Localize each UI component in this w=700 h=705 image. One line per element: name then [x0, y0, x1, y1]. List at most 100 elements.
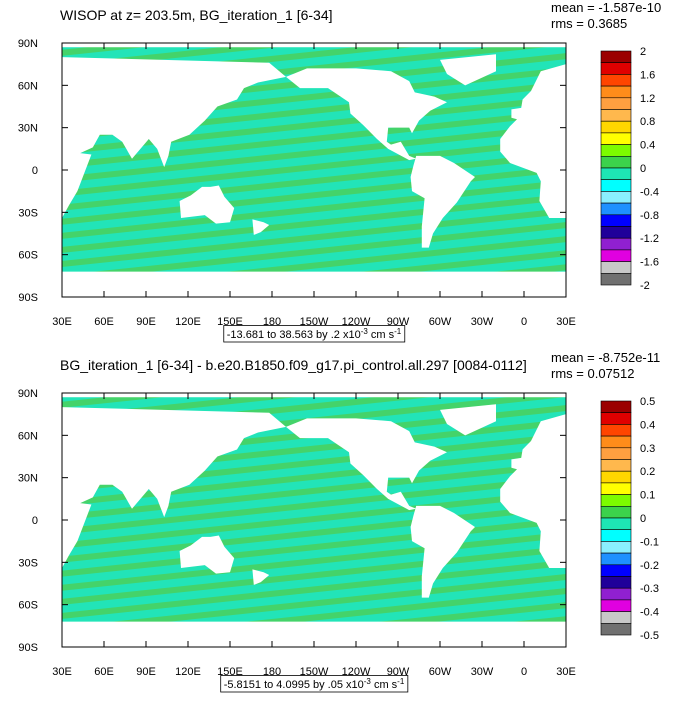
map — [62, 397, 566, 647]
lon-label: 180 — [263, 316, 281, 328]
range-note-part: -3 — [361, 327, 369, 336]
colorbar-label: 0.4 — [640, 419, 655, 431]
colorbar-box — [600, 611, 632, 624]
lat-label: 30N — [18, 123, 38, 135]
colorbar-box — [600, 261, 632, 274]
colorbar-box — [600, 505, 632, 519]
land — [179, 185, 235, 224]
colorbar-box — [600, 599, 632, 612]
colorbar-box — [600, 50, 632, 63]
colorbar-label: 1.2 — [640, 93, 655, 105]
land — [440, 54, 496, 86]
land — [62, 621, 566, 647]
range-note-part: -1 — [397, 677, 405, 686]
range-note-box — [220, 675, 409, 693]
lat-label: 30N — [18, 473, 38, 485]
lon-label: 30W — [471, 316, 494, 328]
colorbar-label: -2 — [640, 280, 650, 292]
colorbar-label: 2 — [640, 46, 646, 58]
colorbar-box — [600, 144, 632, 157]
colorbar-box — [600, 179, 632, 192]
lon-label: 60E — [94, 666, 114, 678]
lon-label: 90E — [136, 316, 156, 328]
rms-text: rms = 0.3685 — [551, 16, 627, 31]
lat-label: 60N — [18, 80, 38, 92]
lon-label: 30W — [471, 666, 494, 678]
colorbar-box — [600, 272, 632, 286]
colorbar-label: -1.2 — [640, 233, 659, 245]
lon-label: 150E — [217, 316, 243, 328]
lat-label: 60N — [18, 430, 38, 442]
colorbar-box — [600, 132, 632, 145]
lon-label: 30E — [52, 666, 72, 678]
colorbar-box — [600, 62, 632, 75]
colorbar-box — [600, 120, 632, 134]
lon-label: 0 — [521, 316, 527, 328]
range-note-part: cm s — [371, 679, 398, 691]
colorbar-label: 1.6 — [640, 69, 655, 81]
map-panel: WISOP at z= 203.5m, BG_iteration_1 [6-34… — [18, 0, 661, 343]
lon-label: 30E — [556, 666, 576, 678]
colorbar-label: 0.3 — [640, 443, 655, 455]
colorbar-box — [600, 529, 632, 542]
range-note-part: -13.681 to 38.563 by .2 x10 — [227, 329, 361, 341]
colorbar-label: -0.1 — [640, 536, 659, 548]
lon-label: 90W — [387, 666, 410, 678]
colorbar-box — [600, 226, 632, 239]
land — [252, 219, 270, 235]
mean-text: mean = -8.752e-11 — [551, 350, 660, 365]
colorbar-label: 0.5 — [640, 396, 655, 408]
lat-label: 90N — [18, 388, 38, 400]
colorbar-label: 0.2 — [640, 466, 655, 478]
colorbar-box — [600, 576, 632, 589]
colorbar-box — [600, 552, 632, 566]
colorbar-label: -0.3 — [640, 583, 659, 595]
lon-label: 60E — [94, 316, 114, 328]
colorbar-box — [600, 74, 632, 87]
panel-title: WISOP at z= 203.5m, BG_iteration_1 [6-34… — [60, 7, 333, 23]
land — [500, 64, 566, 218]
colorbar-box — [600, 156, 632, 169]
colorbar-box — [600, 587, 632, 601]
lon-label: 90E — [136, 666, 156, 678]
colorbar-box — [600, 412, 632, 425]
colorbar-label: 0.4 — [640, 140, 655, 152]
colorbar-box — [600, 97, 632, 110]
panel-title: BG_iteration_1 [6-34] - b.e20.B1850.f09_… — [60, 357, 527, 373]
range-note-part: -3 — [364, 677, 372, 686]
colorbar-box — [600, 237, 632, 251]
colorbar-label: -0.5 — [640, 630, 659, 642]
land — [410, 505, 475, 598]
lat-label: 0 — [32, 515, 38, 527]
colorbar-label: -1.6 — [640, 257, 659, 269]
colorbar-box — [600, 167, 632, 180]
lon-label: 30E — [556, 316, 576, 328]
colorbar-label: 0 — [640, 513, 646, 525]
colorbar-box — [600, 214, 632, 227]
lon-label: 60W — [429, 666, 452, 678]
lon-label: 150W — [300, 666, 329, 678]
range-note-part: -1 — [394, 327, 402, 336]
rms-text: rms = 0.07512 — [551, 366, 634, 381]
lon-label: 120E — [175, 316, 201, 328]
colorbar-box — [600, 459, 632, 472]
lon-label: 120E — [175, 666, 201, 678]
lon-label: 180 — [263, 666, 281, 678]
lon-label: 120W — [342, 316, 371, 328]
land — [286, 418, 447, 511]
lat-label: 60S — [18, 250, 38, 262]
land — [62, 57, 286, 218]
colorbar-box — [600, 517, 632, 530]
land — [440, 404, 496, 436]
land — [62, 271, 566, 297]
colorbar-label: -0.4 — [640, 186, 659, 198]
land — [179, 535, 235, 574]
colorbar-label: -0.4 — [640, 607, 659, 619]
land — [410, 155, 475, 248]
colorbar-box — [600, 622, 632, 636]
colorbar-box — [600, 400, 632, 413]
colorbar-box — [600, 470, 632, 484]
colorbar-box — [600, 424, 632, 437]
colorbar-label: 0.1 — [640, 490, 655, 502]
